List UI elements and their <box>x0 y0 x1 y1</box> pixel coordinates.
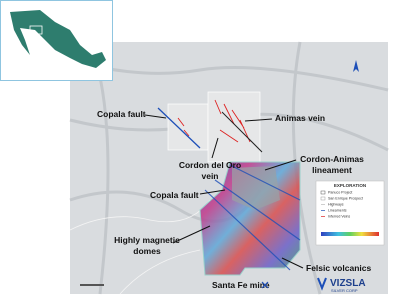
prospect-area <box>167 103 209 151</box>
legend-item: Inferred Veins <box>328 215 350 219</box>
magnetic-survey <box>232 166 280 210</box>
veins <box>177 99 251 143</box>
logo-tagline: SILVER CORP <box>331 288 358 293</box>
mine-icon <box>261 281 269 289</box>
legend-item: Panuco Project <box>328 191 352 195</box>
label: Felsic volcanics <box>306 263 371 273</box>
legend-item: Lineaments <box>328 209 347 213</box>
scale-bar <box>80 284 104 286</box>
legend: EXPLORATION Panuco Project San Enrique P… <box>315 180 385 246</box>
lineaments <box>204 164 301 271</box>
fault <box>221 111 263 153</box>
inset-map <box>0 0 113 81</box>
label: Cordon del Oro <box>179 160 241 170</box>
label: domes <box>133 246 161 256</box>
fault <box>157 107 201 149</box>
roads <box>69 199 211 295</box>
legend-item: San Enrique Prospect <box>328 197 363 201</box>
label: Copala fault <box>150 190 199 200</box>
label: Animas vein <box>275 113 325 123</box>
label: Santa Fe mine <box>212 280 270 290</box>
label: vein <box>201 171 218 181</box>
legend-item: Highways <box>328 203 344 207</box>
pointers <box>144 114 304 269</box>
label: Copala fault <box>97 109 146 119</box>
logo: VIZSLA SILVER CORP <box>317 277 366 293</box>
label: Cordon-Animas <box>300 154 364 164</box>
north-arrow <box>353 60 359 72</box>
legend-title: EXPLORATION <box>334 183 366 188</box>
logo-name: VIZSLA <box>330 278 366 289</box>
label: lineament <box>312 165 352 175</box>
label: Highly magnetic <box>114 235 180 245</box>
